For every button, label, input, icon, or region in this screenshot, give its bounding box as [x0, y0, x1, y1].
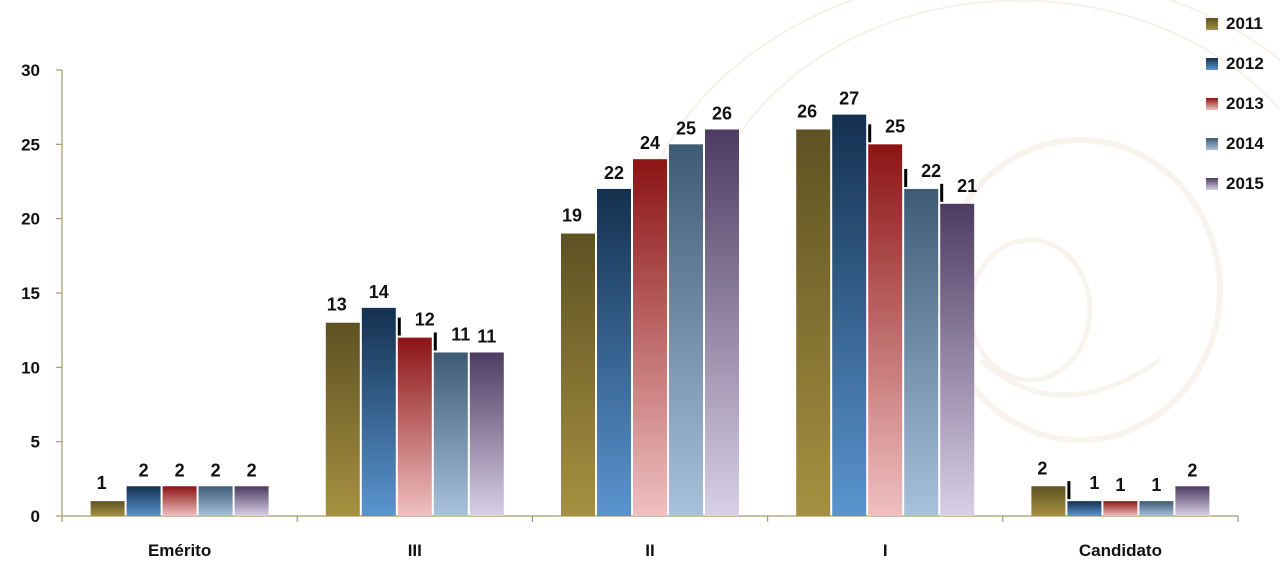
bar-2015	[234, 486, 269, 516]
legend-item-2013: 2013	[1206, 90, 1278, 130]
data-label: 27	[839, 89, 859, 109]
data-label: 26	[712, 103, 732, 123]
data-label: 26	[797, 101, 817, 121]
x-axis-labels: Emérito III II I Candidato	[148, 541, 1162, 560]
data-label: 13	[327, 295, 347, 315]
bar-2014	[1139, 501, 1174, 516]
bar-2011	[796, 129, 831, 516]
legend-label: 2012	[1226, 54, 1264, 73]
legend-item-2015: 2015	[1206, 170, 1278, 210]
x-tick-label: Emérito	[148, 541, 211, 560]
legend-item-2014: 2014	[1206, 130, 1278, 170]
y-tick-label: 5	[31, 433, 40, 452]
bar-2013	[162, 486, 197, 516]
x-tick-label: II	[645, 541, 654, 560]
y-tick-label: 0	[31, 507, 40, 526]
bar-2011	[1031, 486, 1066, 516]
bar-2014	[669, 144, 703, 517]
data-label: 1	[1151, 475, 1161, 495]
bar-2014	[904, 188, 939, 516]
data-label: 19	[562, 206, 582, 226]
data-label: 2	[1037, 458, 1047, 478]
y-tick-label: 15	[21, 284, 40, 303]
data-label: 1	[97, 473, 107, 493]
x-tick-label: I	[883, 541, 888, 560]
bar-2012	[597, 188, 631, 516]
data-label: 11	[451, 324, 470, 344]
bar-2013	[1103, 501, 1138, 516]
data-label: 22	[921, 161, 941, 181]
bar-2012	[361, 307, 396, 516]
legend-item-2012: 2012	[1206, 50, 1278, 90]
bar-2012	[1067, 501, 1102, 516]
y-tick-label: 20	[21, 210, 40, 229]
bar-2014	[198, 486, 233, 516]
legend-label: 2015	[1226, 174, 1264, 193]
data-label: 25	[676, 118, 696, 138]
data-label: 21	[957, 176, 977, 196]
data-label: 2	[1187, 460, 1197, 480]
legend-label: 2011	[1226, 14, 1263, 33]
data-label: 25	[885, 116, 905, 136]
data-label: 2	[175, 460, 185, 480]
data-label: 11	[477, 326, 496, 346]
legend: 2011 2012 2013 2014 2015	[1206, 10, 1278, 210]
data-label: 22	[604, 163, 624, 183]
bar-2011	[90, 501, 125, 516]
bar-2015	[469, 352, 504, 516]
bar-2012	[832, 114, 867, 516]
data-label: 1	[1089, 473, 1099, 493]
data-label: 24	[640, 133, 660, 153]
bars	[90, 114, 1210, 517]
leader-lines	[397, 124, 1071, 500]
legend-item-2011: 2011	[1206, 10, 1278, 50]
y-axis-labels: 0 5 10 15 20 25 30	[21, 61, 40, 526]
bar-2011	[561, 233, 595, 517]
legend-label: 2013	[1226, 94, 1264, 113]
legend-label: 2014	[1226, 134, 1264, 153]
data-label: 1	[1115, 475, 1125, 495]
legend-swatch	[1206, 18, 1218, 30]
bar-2015	[1175, 486, 1210, 516]
bar-2013	[397, 337, 432, 516]
x-tick-label: Candidato	[1079, 541, 1162, 560]
y-tick-label: 30	[21, 61, 40, 80]
y-tick-label: 25	[21, 135, 40, 154]
legend-swatch	[1206, 98, 1218, 110]
y-tick-label: 10	[21, 358, 40, 377]
data-label: 12	[415, 310, 435, 330]
bar-2011	[325, 322, 360, 516]
x-tick-label: III	[408, 541, 422, 560]
bar-2015	[705, 129, 739, 516]
bar-2013	[868, 144, 903, 517]
bar-2012	[126, 486, 161, 516]
data-label: 2	[139, 460, 149, 480]
data-label: 2	[247, 460, 257, 480]
legend-swatch	[1206, 178, 1218, 190]
bar-2014	[433, 352, 468, 516]
legend-swatch	[1206, 138, 1218, 150]
bar-2013	[633, 159, 667, 516]
bar-2015	[940, 203, 975, 517]
data-label: 2	[211, 460, 221, 480]
legend-swatch	[1206, 58, 1218, 70]
data-label: 14	[369, 282, 389, 302]
